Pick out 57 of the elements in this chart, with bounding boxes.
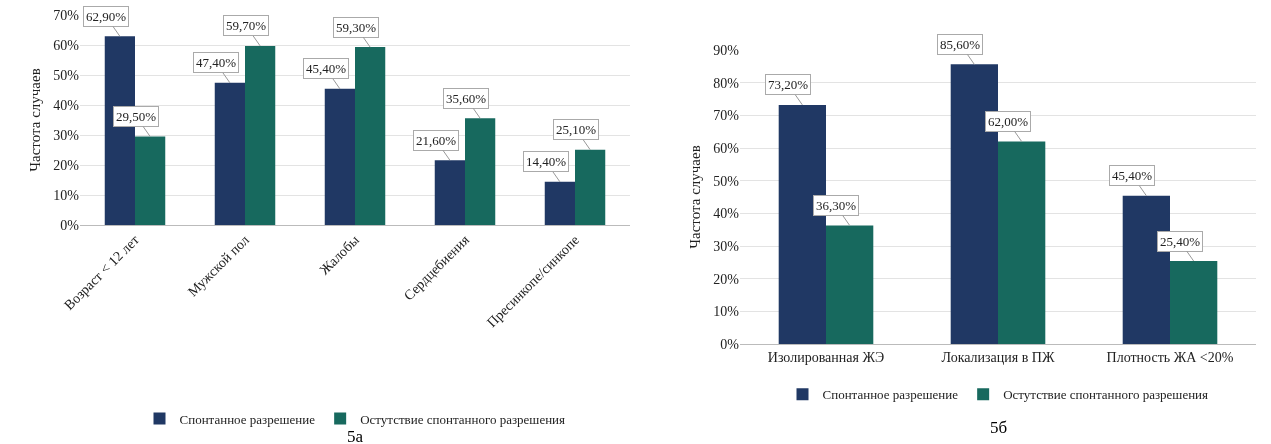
legend-label: Спонтанное разрешение	[822, 387, 959, 403]
bar	[1170, 261, 1218, 344]
y-tick-label: 10%	[713, 304, 740, 320]
y-tick-label: 10%	[53, 187, 80, 203]
y-tick-label: 20%	[53, 157, 80, 173]
y-tick-label: 60%	[713, 140, 740, 156]
y-tick-label: 0%	[720, 336, 740, 352]
bar	[544, 181, 575, 225]
y-tick-label: 0%	[60, 217, 80, 233]
bar	[245, 45, 276, 225]
data-label: 14,40%	[526, 154, 567, 169]
x-tick-label: Изолированная ЖЭ	[767, 349, 885, 365]
bar	[434, 160, 465, 225]
y-tick-label: 80%	[713, 75, 740, 91]
data-label: 47,40%	[196, 55, 237, 70]
data-label: 62,90%	[86, 9, 127, 24]
data-label: 25,40%	[1160, 234, 1201, 249]
y-tick-label: 30%	[53, 127, 80, 143]
bar	[324, 88, 355, 225]
y-tick-label: 70%	[53, 7, 80, 23]
text: 5б	[990, 418, 1008, 437]
data-label: 59,30%	[336, 20, 377, 35]
bar	[355, 47, 386, 225]
bar	[465, 118, 496, 225]
y-tick-label: 30%	[713, 238, 740, 254]
legend-label: Спонтанное разрешение	[179, 411, 316, 427]
text: 5а	[347, 427, 364, 444]
bar	[135, 136, 166, 225]
y-tick-label: 60%	[53, 37, 80, 53]
data-label: 35,60%	[446, 91, 487, 106]
y-tick-label: 50%	[53, 67, 80, 83]
legend-label: Остутствие спонтанного разрешения	[1003, 387, 1209, 403]
data-label: 21,60%	[416, 133, 457, 148]
y-axis-title: Частота случаев	[27, 68, 43, 172]
y-tick-label: 40%	[713, 206, 740, 222]
y-tick-label: 50%	[713, 173, 740, 189]
y-tick-label: 20%	[713, 271, 740, 287]
bar	[826, 225, 874, 344]
data-label: 29,50%	[116, 109, 157, 124]
y-tick-label: 70%	[713, 108, 740, 124]
y-tick-label: 90%	[713, 42, 740, 58]
bar	[575, 149, 606, 225]
y-tick-label: 40%	[53, 97, 80, 113]
data-label: 59,70%	[226, 18, 267, 33]
data-label: 45,40%	[306, 61, 347, 76]
data-label: 36,30%	[816, 198, 857, 213]
x-tick-label: Локализация в ПЖ	[941, 349, 1055, 365]
x-tick-label: Плотность ЖА <20%	[1106, 349, 1234, 365]
data-label: 85,60%	[940, 37, 981, 52]
legend-label: Остутствие спонтанного разрешения	[360, 411, 566, 427]
data-label: 45,40%	[1112, 168, 1153, 183]
bar	[214, 82, 245, 225]
y-axis-title: Частота случаев	[687, 145, 703, 249]
bar	[998, 141, 1046, 344]
data-label: 25,10%	[556, 122, 597, 137]
data-label: 73,20%	[768, 77, 809, 92]
data-label: 62,00%	[988, 114, 1029, 129]
